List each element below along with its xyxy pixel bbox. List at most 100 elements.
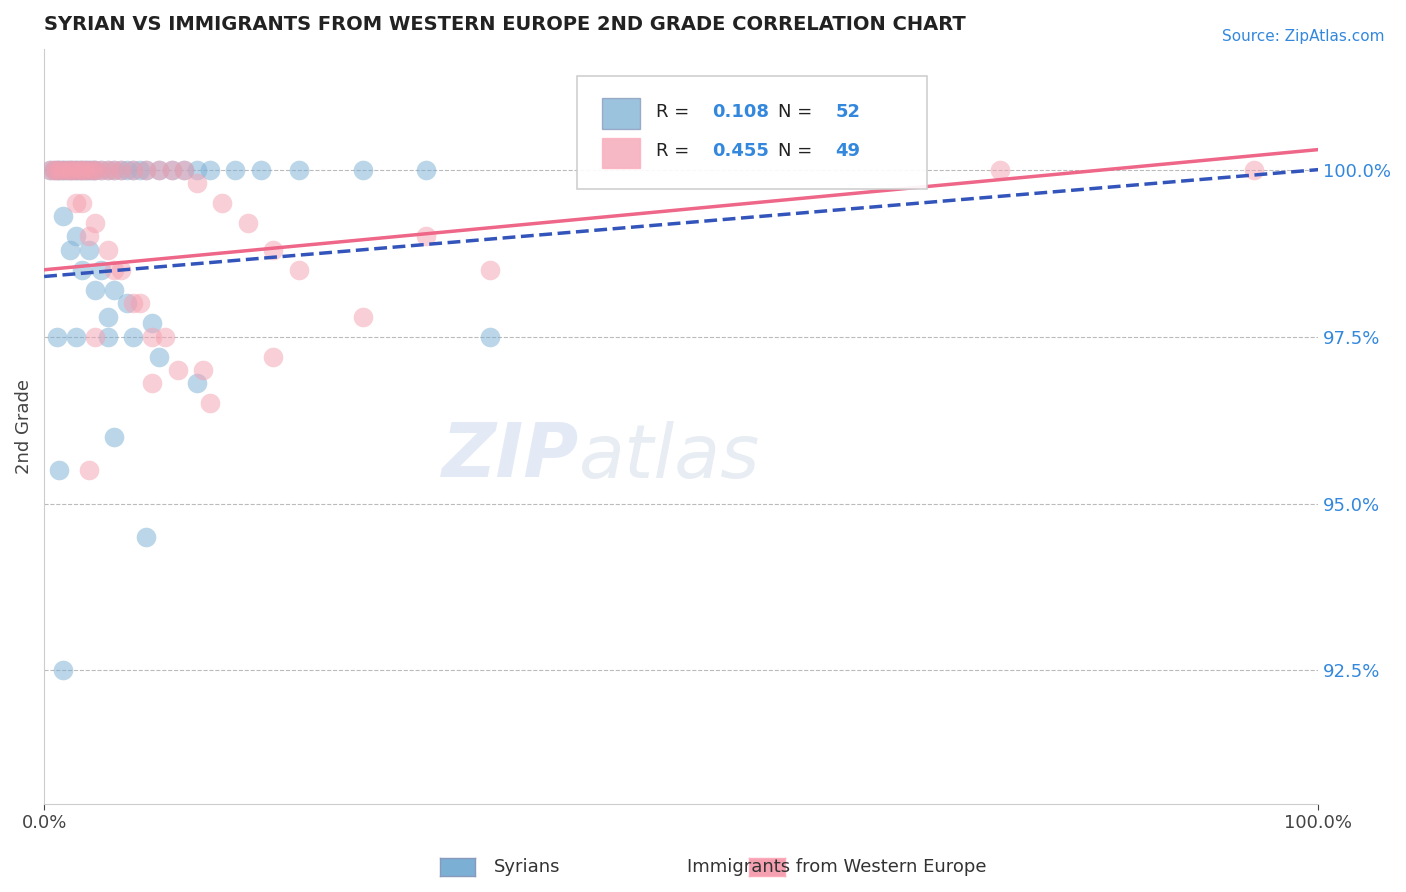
Point — [69, 162, 91, 177]
Point — [65, 329, 87, 343]
Point — [103, 283, 125, 297]
Point — [141, 316, 163, 330]
Point — [148, 162, 170, 177]
Point — [65, 196, 87, 211]
Point — [110, 162, 132, 177]
Text: ZIP: ZIP — [441, 420, 579, 493]
Point — [988, 162, 1011, 177]
Point — [44, 162, 66, 177]
Point — [82, 162, 104, 177]
Point — [415, 229, 437, 244]
Point — [77, 463, 100, 477]
Point — [415, 162, 437, 177]
Text: SYRIAN VS IMMIGRANTS FROM WESTERN EUROPE 2ND GRADE CORRELATION CHART: SYRIAN VS IMMIGRANTS FROM WESTERN EUROPE… — [44, 15, 966, 34]
Point — [103, 430, 125, 444]
Point — [97, 310, 120, 324]
Point — [66, 162, 89, 177]
Point — [63, 162, 86, 177]
Point — [48, 162, 70, 177]
Point — [72, 262, 94, 277]
Point — [90, 162, 112, 177]
Point — [135, 162, 157, 177]
Point — [72, 162, 94, 177]
Point — [73, 162, 96, 177]
Point — [77, 162, 100, 177]
Point — [236, 216, 259, 230]
Text: 52: 52 — [835, 103, 860, 121]
Point — [122, 296, 145, 310]
Point — [84, 162, 107, 177]
Point — [224, 162, 246, 177]
Point — [79, 162, 101, 177]
Point — [249, 162, 271, 177]
Point — [90, 262, 112, 277]
Text: Syrians: Syrians — [494, 858, 561, 876]
Text: R =: R = — [655, 143, 695, 161]
Point — [60, 162, 83, 177]
Bar — [602, 137, 640, 168]
Point — [110, 262, 132, 277]
Point — [53, 162, 76, 177]
Point — [186, 162, 208, 177]
Text: N =: N = — [778, 143, 818, 161]
Point — [122, 162, 145, 177]
Point — [44, 162, 66, 177]
Text: atlas: atlas — [579, 421, 761, 493]
Point — [84, 216, 107, 230]
Point — [72, 196, 94, 211]
Point — [167, 363, 190, 377]
Point — [58, 162, 80, 177]
Point — [45, 329, 67, 343]
Point — [51, 162, 73, 177]
Point — [148, 350, 170, 364]
Point — [128, 162, 150, 177]
Point — [103, 162, 125, 177]
FancyBboxPatch shape — [576, 76, 927, 189]
Text: Source: ZipAtlas.com: Source: ZipAtlas.com — [1222, 29, 1385, 44]
Point — [141, 376, 163, 391]
Point — [160, 162, 183, 177]
Point — [148, 162, 170, 177]
Point — [160, 162, 183, 177]
Point — [198, 162, 221, 177]
Point — [352, 162, 374, 177]
Point — [103, 162, 125, 177]
Text: N =: N = — [778, 103, 818, 121]
Point — [97, 162, 120, 177]
Point — [65, 162, 87, 177]
Point — [56, 162, 79, 177]
Point — [48, 162, 70, 177]
Point — [173, 162, 195, 177]
Point — [45, 162, 67, 177]
Point — [115, 162, 138, 177]
Point — [56, 162, 79, 177]
Point — [110, 162, 132, 177]
Text: 49: 49 — [835, 143, 860, 161]
Point — [72, 162, 94, 177]
Point — [84, 283, 107, 297]
Point — [122, 162, 145, 177]
Point — [97, 243, 120, 257]
Point — [262, 243, 284, 257]
Point — [58, 243, 80, 257]
Point — [84, 329, 107, 343]
Point — [60, 162, 83, 177]
Point — [103, 262, 125, 277]
Point — [479, 262, 502, 277]
Y-axis label: 2nd Grade: 2nd Grade — [15, 379, 32, 475]
Point — [97, 329, 120, 343]
Point — [135, 162, 157, 177]
Point — [65, 229, 87, 244]
Point — [128, 296, 150, 310]
Point — [97, 162, 120, 177]
Bar — [602, 98, 640, 128]
Text: 0.108: 0.108 — [711, 103, 769, 121]
Point — [73, 162, 96, 177]
Text: Immigrants from Western Europe: Immigrants from Western Europe — [686, 858, 987, 876]
Text: R =: R = — [655, 103, 695, 121]
Point — [39, 162, 62, 177]
Point — [186, 176, 208, 190]
Point — [479, 329, 502, 343]
Point — [198, 396, 221, 410]
Point — [39, 162, 62, 177]
